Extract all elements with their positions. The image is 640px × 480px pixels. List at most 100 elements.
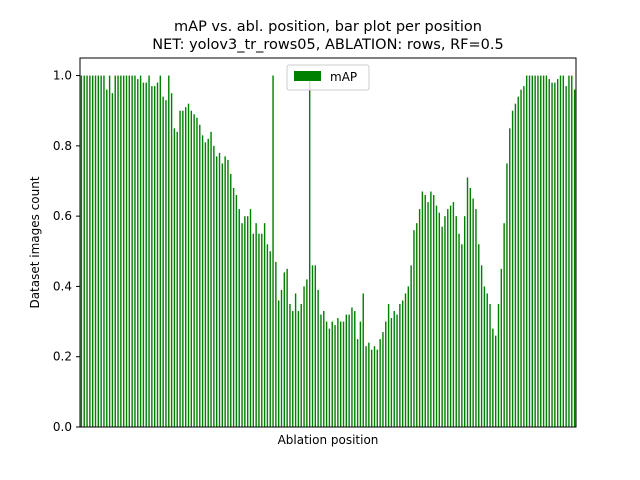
legend-swatch (294, 71, 321, 81)
bar (300, 304, 302, 427)
bar (551, 82, 553, 427)
bar (452, 202, 455, 427)
bar (562, 75, 565, 427)
bar (534, 75, 536, 427)
bar (232, 188, 235, 427)
bar (382, 332, 384, 427)
bar (176, 131, 178, 428)
bar (196, 117, 198, 428)
bar (89, 75, 91, 427)
bar (370, 349, 373, 427)
bar (224, 156, 226, 427)
bar (213, 145, 215, 428)
bar (365, 346, 367, 427)
bar (545, 75, 548, 427)
y-tick-label: 0.2 (53, 350, 72, 364)
bar (283, 272, 286, 427)
bar (356, 339, 359, 427)
bar (385, 321, 387, 427)
bar (466, 177, 469, 427)
bar (548, 79, 550, 427)
plot-frame (79, 57, 577, 428)
bar (393, 311, 395, 427)
chart-subtitle: NET: yolov3_tr_rows05, ABLATION: rows, R… (152, 37, 503, 53)
bar (297, 311, 300, 427)
bar (162, 96, 164, 427)
bar (503, 223, 505, 427)
bar (266, 244, 269, 427)
bar (430, 191, 432, 427)
bar (497, 304, 500, 427)
bar (94, 75, 97, 427)
bar (458, 233, 460, 427)
y-tick-label: 0.8 (53, 139, 72, 153)
bar (320, 314, 322, 427)
bar (359, 321, 362, 427)
bar (230, 173, 232, 427)
bar (241, 223, 243, 427)
bar (258, 233, 260, 427)
bar (387, 304, 390, 427)
bar (469, 188, 472, 427)
bar (97, 75, 100, 427)
bar (379, 339, 381, 427)
bar (151, 86, 153, 428)
bar (131, 75, 133, 427)
bar (173, 128, 176, 428)
bar (565, 86, 567, 428)
bar (106, 89, 108, 427)
bar (399, 304, 401, 427)
bar (294, 293, 297, 427)
bar (472, 198, 474, 427)
bar (525, 75, 528, 427)
y-axis-label: Dataset images count (28, 176, 42, 308)
bar (142, 82, 145, 427)
bar (480, 265, 483, 427)
bar (80, 75, 83, 427)
bar (91, 75, 94, 427)
bar (376, 349, 379, 427)
bar (289, 304, 291, 427)
bar (410, 265, 412, 427)
bar (275, 261, 277, 427)
bar (559, 75, 562, 427)
bar (396, 314, 398, 427)
bar (120, 75, 122, 427)
bar (311, 265, 314, 427)
bar (122, 75, 125, 427)
y-tick-label: 0.4 (53, 279, 72, 293)
chart-title: mAP vs. abl. position, bar plot per posi… (174, 19, 482, 35)
bar (325, 321, 328, 427)
y-tick-label: 1.0 (53, 69, 72, 83)
bar (424, 195, 426, 427)
bar (182, 110, 184, 428)
bar (244, 216, 246, 427)
bar (404, 293, 407, 427)
bar (571, 75, 573, 427)
bar (435, 205, 438, 427)
bar (418, 209, 421, 427)
bar (235, 195, 238, 427)
bar (187, 103, 190, 427)
bar (441, 226, 443, 427)
bar (328, 328, 331, 427)
bar (537, 75, 539, 427)
bar (531, 75, 534, 427)
x-axis-label: Ablation position (278, 433, 379, 447)
bar (421, 191, 424, 427)
bars-group (80, 75, 576, 428)
bar (210, 131, 212, 428)
bar (413, 230, 415, 427)
bar (438, 212, 441, 427)
y-tick-label: 0.0 (53, 420, 72, 434)
bar (554, 82, 556, 427)
bar (277, 300, 280, 427)
bar (362, 293, 364, 427)
bar (148, 75, 150, 427)
bar (269, 251, 271, 427)
bar (114, 75, 116, 427)
bar (179, 110, 181, 428)
bar (317, 289, 319, 427)
bar (373, 346, 376, 427)
